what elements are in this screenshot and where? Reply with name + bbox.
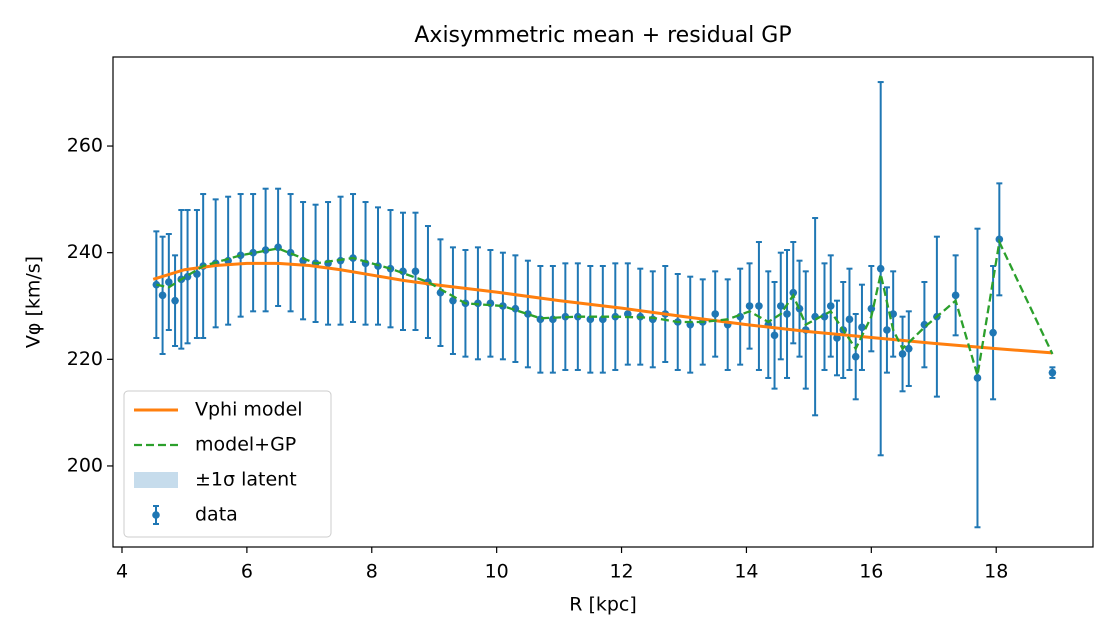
y-axis-label: Vφ [km/s] [23, 256, 45, 348]
data-point [755, 302, 763, 310]
data-point [171, 296, 179, 305]
x-axis-label: R [kpc] [569, 594, 637, 616]
data-point [973, 374, 982, 382]
data-point [536, 315, 545, 324]
y-tick-label: 200 [67, 454, 103, 476]
y-tick-label: 220 [67, 348, 103, 370]
series-line [152, 261, 1053, 355]
data-point [165, 278, 173, 286]
x-tick-label: 12 [609, 561, 633, 583]
data-point [820, 312, 829, 321]
x-tick-label: 4 [116, 561, 128, 583]
data-point [158, 291, 167, 300]
x-tick-label: 8 [366, 561, 378, 583]
data-point [776, 302, 785, 310]
data-point [789, 288, 798, 297]
data-point [1048, 368, 1057, 377]
legend-label: Vphi model [195, 399, 303, 421]
series-line [156, 238, 1054, 376]
data-point [876, 264, 885, 273]
data-point [851, 352, 860, 361]
data-point [711, 310, 720, 318]
legend-label: data [195, 504, 238, 526]
data-point [745, 302, 754, 310]
legend-swatch [134, 472, 178, 488]
x-tick-label: 10 [485, 561, 509, 583]
data-point [889, 310, 897, 318]
data-point [236, 251, 245, 260]
chart-title: Axisymmetric mean + residual GP [414, 23, 791, 48]
x-tick-label: 18 [984, 561, 1008, 583]
legend-label: ±1σ latent [195, 469, 297, 491]
data-point [845, 315, 854, 324]
data-point [858, 323, 866, 332]
data-point [898, 350, 907, 358]
x-tick-label: 16 [859, 561, 883, 583]
y-tick-label: 240 [67, 241, 103, 263]
x-tick-label: 14 [734, 561, 758, 583]
data-point [904, 344, 913, 353]
data-point [826, 302, 835, 310]
data-point [951, 291, 960, 300]
data-point [411, 267, 420, 276]
plot-area [152, 81, 1057, 529]
y-tick-label: 260 [67, 135, 103, 157]
legend-label: model+GP [195, 434, 296, 456]
legend-swatch [152, 511, 160, 519]
data-point [449, 296, 457, 305]
data-point [833, 334, 841, 342]
data-point [783, 310, 791, 318]
data-point [249, 248, 257, 257]
legend-box [123, 390, 332, 538]
data-point [883, 326, 891, 334]
x-tick-label: 6 [241, 561, 253, 583]
data-point [770, 331, 779, 340]
plot-frame [112, 56, 1094, 548]
data-point [989, 328, 997, 337]
